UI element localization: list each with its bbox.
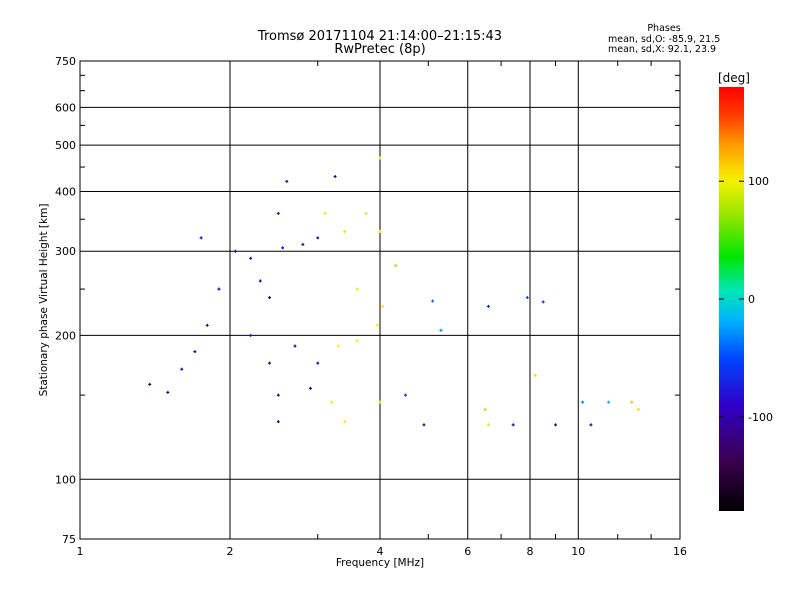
data-point <box>148 382 152 386</box>
data-point <box>364 211 368 215</box>
chart-title: Tromsø 20171104 21:14:00–21:15:43 <box>257 29 502 44</box>
data-point <box>276 393 280 397</box>
y-tick-label: 100 <box>55 473 76 486</box>
data-point <box>439 328 443 332</box>
colorbar-ticks: 100 0 -100 <box>719 175 773 424</box>
y-tick-label: 750 <box>55 55 76 68</box>
y-tick-label: 300 <box>55 245 76 258</box>
chart-subtitle: RwPretec (8p) <box>334 42 425 57</box>
data-point <box>381 304 385 308</box>
data-point <box>166 390 170 394</box>
data-point <box>486 423 490 427</box>
data-point <box>267 361 271 365</box>
data-point <box>180 367 184 371</box>
data-point <box>276 211 280 215</box>
y-tick-label: 75 <box>62 533 76 546</box>
grid-lines <box>80 61 680 539</box>
phases-o-mode: mean, sd,O: -85.9, 21.5 <box>608 34 720 45</box>
x-axis-label: Frequency [MHz] <box>336 557 424 569</box>
phases-heading: Phases <box>647 23 680 34</box>
data-point <box>249 333 253 337</box>
phases-x-mode: mean, sd,X: 92.1, 23.9 <box>608 44 716 55</box>
data-point <box>511 423 515 427</box>
colorbar-unit-label: [deg] <box>718 71 750 85</box>
data-point <box>355 287 359 291</box>
y-tick-label: 200 <box>55 329 76 342</box>
x-tick-label: 16 <box>673 545 687 558</box>
data-point <box>258 279 262 283</box>
data-point <box>581 400 585 404</box>
data-point <box>486 304 490 308</box>
y-tick-label: 600 <box>55 101 76 114</box>
y-tick-label: 400 <box>55 185 76 198</box>
x-tick-label: 1 <box>77 545 84 558</box>
data-point <box>636 407 640 411</box>
x-tick-label: 2 <box>227 545 234 558</box>
data-point <box>533 373 537 377</box>
data-point <box>343 420 347 424</box>
y-tick-label: 500 <box>55 139 76 152</box>
data-point <box>308 386 312 390</box>
y-axis-label: Stationary phase Virtual Height [km] <box>38 204 50 397</box>
data-point <box>525 296 529 300</box>
data-point <box>336 344 340 348</box>
data-point <box>316 361 320 365</box>
x-tick-label: 6 <box>464 545 471 558</box>
data-point <box>607 400 611 404</box>
data-points <box>148 156 640 427</box>
data-point <box>193 350 197 354</box>
data-point <box>589 423 593 427</box>
data-point <box>276 420 280 424</box>
data-point <box>217 287 221 291</box>
data-point <box>343 229 347 233</box>
data-point <box>553 423 557 427</box>
data-point <box>301 242 305 246</box>
data-point <box>378 156 382 160</box>
data-point <box>233 249 237 253</box>
data-point <box>267 296 271 300</box>
data-point <box>333 174 337 178</box>
data-point <box>422 423 426 427</box>
data-point <box>249 256 253 260</box>
data-point <box>293 344 297 348</box>
data-point <box>316 236 320 240</box>
data-point <box>483 407 487 411</box>
data-point <box>378 229 382 233</box>
x-tick-label: 10 <box>571 545 585 558</box>
data-point <box>323 211 327 215</box>
data-point <box>281 246 285 250</box>
data-point <box>630 400 634 404</box>
colorbar-tick-label: -100 <box>748 411 773 424</box>
data-point <box>285 179 289 183</box>
data-point <box>431 299 435 303</box>
data-point <box>355 339 359 343</box>
data-point <box>375 323 379 327</box>
phase-colorbar: [deg] 100 0 -100 <box>718 71 773 511</box>
plot-area <box>79 60 681 540</box>
axis-ticks <box>80 61 680 539</box>
data-point <box>403 393 407 397</box>
data-point <box>199 236 203 240</box>
data-point <box>378 400 382 404</box>
data-point <box>541 300 545 304</box>
colorbar-tick-label: 100 <box>748 175 769 188</box>
x-tick-label: 4 <box>377 545 384 558</box>
x-tick-label: 8 <box>527 545 534 558</box>
data-point <box>394 264 398 268</box>
data-point <box>205 323 209 327</box>
colorbar-tick-label: 0 <box>748 293 755 306</box>
data-point <box>330 400 334 404</box>
